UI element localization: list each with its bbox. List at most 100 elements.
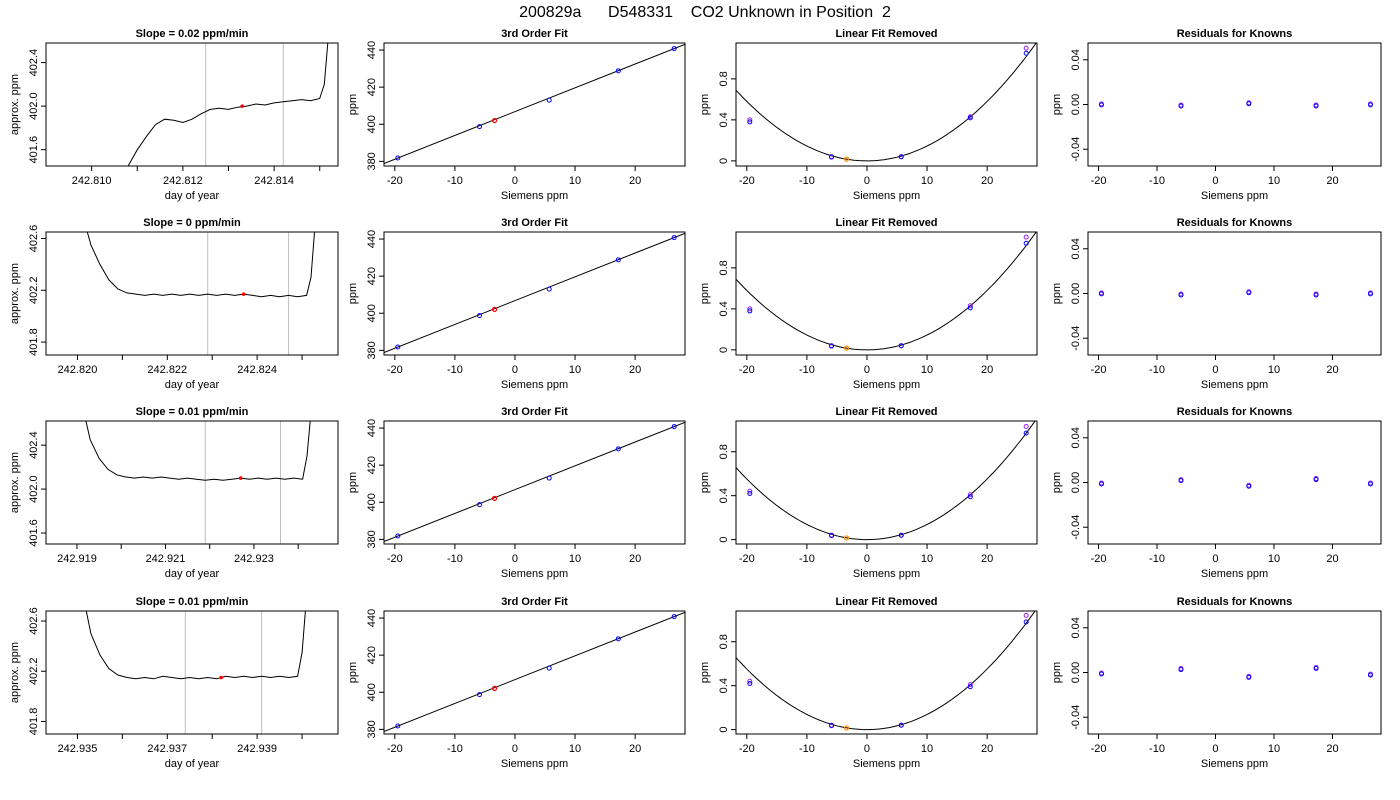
fit-line — [384, 421, 685, 542]
analyzer-trace — [85, 611, 306, 680]
x-tick-label: -10 — [799, 175, 815, 187]
x-axis-label: Siemens ppm — [501, 568, 568, 580]
x-tick-label: 10 — [569, 743, 581, 755]
plot-area — [384, 43, 685, 164]
residual-point — [1178, 667, 1184, 673]
known-point — [671, 614, 677, 620]
x-tick-label: 242.921 — [146, 553, 186, 565]
fit-curve — [736, 43, 1037, 162]
residual-point — [1178, 103, 1184, 109]
residual-point — [1313, 477, 1319, 483]
y-tick-label: 402.0 — [28, 475, 40, 503]
unknown-point — [843, 535, 850, 541]
plot-area — [736, 43, 1037, 162]
known-point — [747, 680, 753, 686]
x-tick-label: -10 — [1149, 175, 1165, 187]
x-tick-label: 242.923 — [234, 553, 274, 565]
x-tick-label: 0 — [864, 743, 870, 755]
known-point-open — [1023, 612, 1029, 618]
y-axis-label: ppm — [699, 662, 711, 683]
x-tick-label: 0 — [512, 364, 518, 376]
x-tick-label: -20 — [387, 175, 403, 187]
known-point-open — [747, 117, 753, 123]
known-point — [829, 722, 835, 728]
y-tick-label: 380 — [366, 341, 378, 359]
panel-1-2: Linear Fit Removed -20 -10 0 10 20 0 0.4 0.8 Siem… — [699, 217, 1038, 391]
y-tick-label: 380 — [366, 530, 378, 548]
panel-1-0: Slope = 0 ppm/min 242.820 242.822 242.824 40… — [9, 217, 339, 391]
plot-area — [85, 421, 311, 544]
x-axis-label: Siemens ppm — [501, 190, 568, 202]
known-point — [671, 235, 677, 241]
known-point — [747, 308, 753, 314]
x-tick-label: -10 — [1149, 553, 1165, 565]
x-tick-label: -20 — [739, 175, 755, 187]
x-tick-label: 0 — [1212, 175, 1218, 187]
plot-frame — [383, 231, 686, 356]
x-tick-label: 0 — [512, 743, 518, 755]
fit-line — [384, 232, 685, 353]
known-point-open — [967, 492, 973, 498]
panel-3-2: Linear Fit Removed -20 -10 0 10 20 0 0.4 0.8 Siem… — [699, 596, 1038, 770]
known-point — [967, 684, 973, 690]
known-point — [477, 692, 483, 698]
x-axis-label: Siemens ppm — [501, 379, 568, 391]
plot-frame — [1087, 42, 1382, 167]
x-tick-label: 10 — [921, 743, 933, 755]
y-axis-label: ppm — [1051, 472, 1063, 493]
known-point-open — [747, 488, 753, 494]
y-tick-label: 420 — [366, 267, 378, 285]
y-tick-label: 400 — [366, 304, 378, 322]
x-tick-label: -10 — [1149, 364, 1165, 376]
y-tick-label: -0.04 — [1070, 705, 1082, 730]
y-axis-label: ppm — [699, 283, 711, 304]
x-tick-label: 20 — [981, 364, 993, 376]
plot-area — [1098, 476, 1373, 489]
unknown-point — [843, 345, 850, 351]
y-axis-label: ppm — [347, 94, 359, 115]
y-tick-label: 0.04 — [1070, 49, 1082, 70]
known-point — [546, 286, 552, 292]
y-tick-label: 0.8 — [718, 71, 730, 86]
y-axis-label: ppm — [347, 283, 359, 304]
known-point — [1023, 619, 1029, 625]
known-point — [671, 46, 677, 52]
fit-curve — [736, 421, 1036, 541]
y-tick-label: 402.6 — [28, 607, 40, 635]
y-axis-label: approx. ppm — [9, 263, 21, 324]
residual-point — [1367, 102, 1373, 108]
known-point — [671, 424, 677, 430]
known-point-open — [967, 682, 973, 688]
analyzer-trace — [86, 232, 316, 298]
known-point-open — [967, 303, 973, 309]
unknown-point — [491, 495, 498, 501]
known-point — [395, 533, 401, 539]
panel-3-0: Slope = 0.01 ppm/min 242.935 242.937 242.93… — [9, 596, 339, 770]
known-point — [747, 119, 753, 125]
x-tick-label: 242.919 — [57, 553, 97, 565]
x-tick-label: 20 — [629, 175, 641, 187]
known-point — [477, 502, 483, 508]
x-axis-label: Siemens ppm — [853, 568, 920, 580]
y-tick-label: 0.00 — [1070, 283, 1082, 304]
residual-point — [1367, 481, 1373, 487]
x-axis-label: day of year — [165, 190, 220, 202]
known-point — [967, 494, 973, 500]
y-tick-label: 401.8 — [28, 328, 40, 356]
known-point — [546, 665, 552, 671]
x-tick-label: -10 — [447, 175, 463, 187]
average-marker — [241, 292, 246, 296]
x-tick-label: 20 — [981, 743, 993, 755]
y-axis-label: ppm — [347, 472, 359, 493]
y-tick-label: 402.2 — [28, 276, 40, 304]
unknown-point — [491, 685, 498, 691]
x-axis-label: day of year — [165, 758, 220, 770]
x-tick-label: 10 — [1268, 743, 1280, 755]
plot-area — [384, 421, 685, 542]
y-tick-label: 402.2 — [28, 657, 40, 685]
residual-point — [1367, 291, 1373, 297]
x-tick-label: 20 — [981, 175, 993, 187]
x-tick-label: 242.937 — [147, 743, 187, 755]
panel-3-1: 3rd Order Fit -20 -10 0 10 20 380 400 420 440 Siem… — [347, 596, 686, 770]
